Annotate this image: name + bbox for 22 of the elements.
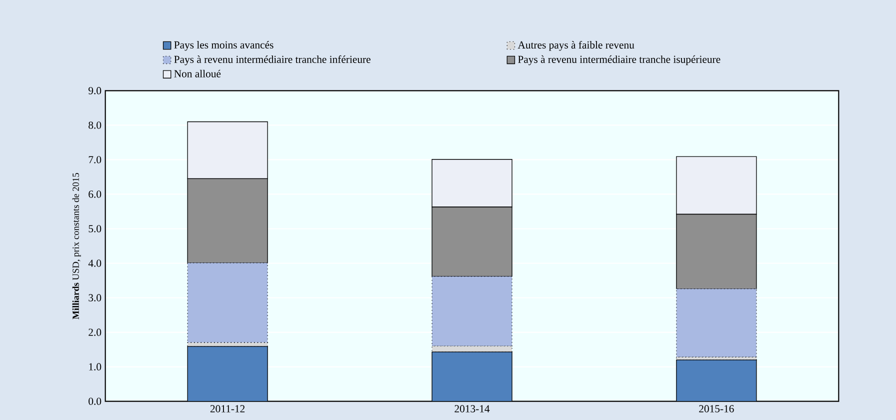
bar — [432, 352, 512, 402]
y-tick-label: 7.0 — [88, 156, 102, 164]
legend-label: Autres pays à faible revenu — [518, 40, 634, 51]
bar — [187, 346, 268, 402]
legend-label: Pays les moins avancés — [174, 40, 274, 51]
y-tick-label: 6.0 — [88, 190, 102, 198]
y-tick-label: 3.0 — [88, 294, 102, 302]
x-tick-label: 2013-14 — [454, 405, 490, 412]
y-tick-label: 0.0 — [88, 398, 102, 405]
y-tick-label: 1.0 — [89, 363, 102, 370]
legend-label: Pays à revenu intermédiaire tranche inférieure — [174, 55, 370, 66]
x-tick-label: 2015-16 — [699, 405, 734, 412]
y-tick-label: 4.0 — [88, 260, 102, 267]
legend-label: Non alloué — [174, 70, 221, 78]
y-tick-label: 9.0 — [88, 87, 102, 94]
y-tick-label: 8.0 — [88, 122, 102, 129]
y-tick-label: 5.0 — [88, 225, 102, 232]
y-axis-title: Milliards USD, prix constants de 2015 — [72, 173, 81, 320]
bar — [676, 360, 757, 402]
x-tick-label: 2011-12 — [210, 405, 245, 412]
y-tick-label: 2.0 — [88, 328, 102, 336]
legend-label: Pays à revenu intermédiaire tranche isupérieure — [518, 55, 720, 66]
